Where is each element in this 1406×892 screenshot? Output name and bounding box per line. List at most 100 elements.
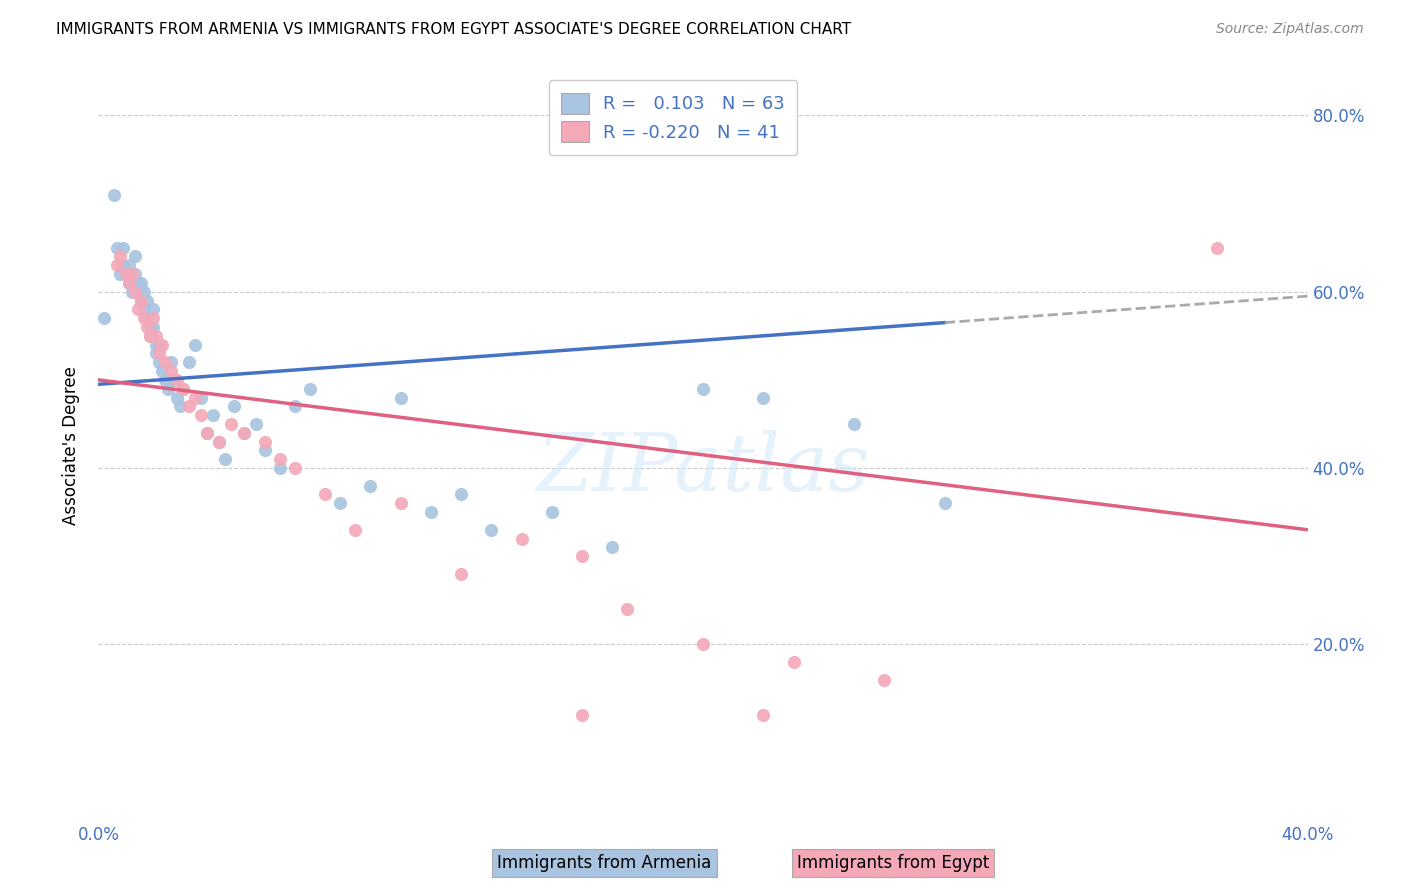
Point	[127, 302, 149, 317]
Point	[389, 391, 412, 405]
Point	[783, 655, 806, 669]
Point	[163, 373, 186, 387]
Point	[360, 478, 382, 492]
Point	[148, 355, 170, 369]
Point	[214, 452, 236, 467]
Point	[145, 328, 167, 343]
Point	[118, 276, 141, 290]
Point	[105, 241, 128, 255]
Point	[253, 443, 276, 458]
Point	[172, 382, 194, 396]
Point	[934, 496, 956, 510]
Point	[253, 434, 276, 449]
Point	[208, 434, 231, 449]
Point	[129, 276, 152, 290]
Text: Source: ZipAtlas.com: Source: ZipAtlas.com	[1216, 22, 1364, 37]
Point	[114, 267, 136, 281]
Text: ZIPatlas: ZIPatlas	[536, 430, 870, 508]
Text: Immigrants from Egypt: Immigrants from Egypt	[797, 855, 988, 872]
Point	[160, 355, 183, 369]
Point	[172, 382, 194, 396]
Point	[450, 566, 472, 581]
Point	[148, 346, 170, 360]
Point	[150, 337, 173, 351]
Point	[166, 391, 188, 405]
Point	[184, 337, 207, 351]
Y-axis label: Associate's Degree: Associate's Degree	[62, 367, 80, 525]
Point	[202, 408, 225, 422]
Point	[160, 364, 183, 378]
Point	[184, 391, 207, 405]
Point	[389, 496, 412, 510]
Point	[245, 417, 267, 431]
Point	[692, 637, 714, 651]
Point	[221, 417, 243, 431]
Point	[571, 707, 593, 722]
Point	[450, 487, 472, 501]
Text: IMMIGRANTS FROM ARMENIA VS IMMIGRANTS FROM EGYPT ASSOCIATE'S DEGREE CORRELATION : IMMIGRANTS FROM ARMENIA VS IMMIGRANTS FR…	[56, 22, 852, 37]
Point	[111, 241, 134, 255]
Point	[169, 400, 191, 414]
Point	[118, 258, 141, 272]
Point	[284, 461, 307, 475]
Point	[132, 302, 155, 317]
Point	[269, 461, 291, 475]
Point	[156, 382, 179, 396]
Point	[121, 267, 143, 281]
Point	[124, 250, 146, 264]
Point	[224, 400, 246, 414]
Point	[135, 320, 157, 334]
Point	[145, 346, 167, 360]
Point	[127, 276, 149, 290]
Point	[142, 311, 165, 326]
Point	[150, 364, 173, 378]
Point	[135, 293, 157, 308]
Point	[135, 311, 157, 326]
Legend: R =   0.103   N = 63, R = -0.220   N = 41: R = 0.103 N = 63, R = -0.220 N = 41	[548, 80, 797, 154]
Point	[481, 523, 503, 537]
Point	[111, 258, 134, 272]
Point	[510, 532, 533, 546]
Point	[108, 250, 131, 264]
Point	[145, 337, 167, 351]
Point	[124, 285, 146, 299]
Point	[127, 285, 149, 299]
Point	[179, 355, 201, 369]
Point	[208, 434, 231, 449]
Point	[114, 267, 136, 281]
Point	[540, 505, 562, 519]
Point	[269, 452, 291, 467]
Point	[232, 425, 254, 440]
Point	[118, 276, 141, 290]
Point	[139, 320, 162, 334]
Point	[105, 258, 128, 272]
Point	[142, 320, 165, 334]
Point	[153, 355, 176, 369]
Point	[314, 487, 336, 501]
Point	[139, 328, 162, 343]
Point	[124, 267, 146, 281]
Point	[195, 425, 218, 440]
Point	[132, 285, 155, 299]
Point	[129, 293, 152, 308]
Point	[108, 267, 131, 281]
Point	[344, 523, 367, 537]
Point	[148, 337, 170, 351]
Point	[93, 311, 115, 326]
Point	[602, 541, 624, 555]
Point	[299, 382, 322, 396]
Point	[179, 400, 201, 414]
Point	[132, 311, 155, 326]
Point	[190, 408, 212, 422]
Point	[103, 187, 125, 202]
Point	[692, 382, 714, 396]
Point	[129, 293, 152, 308]
Point	[1206, 241, 1229, 255]
Point	[139, 328, 162, 343]
Point	[873, 673, 896, 687]
Point	[752, 391, 775, 405]
Point	[195, 425, 218, 440]
Point	[616, 602, 638, 616]
Point	[121, 285, 143, 299]
Point	[166, 373, 188, 387]
